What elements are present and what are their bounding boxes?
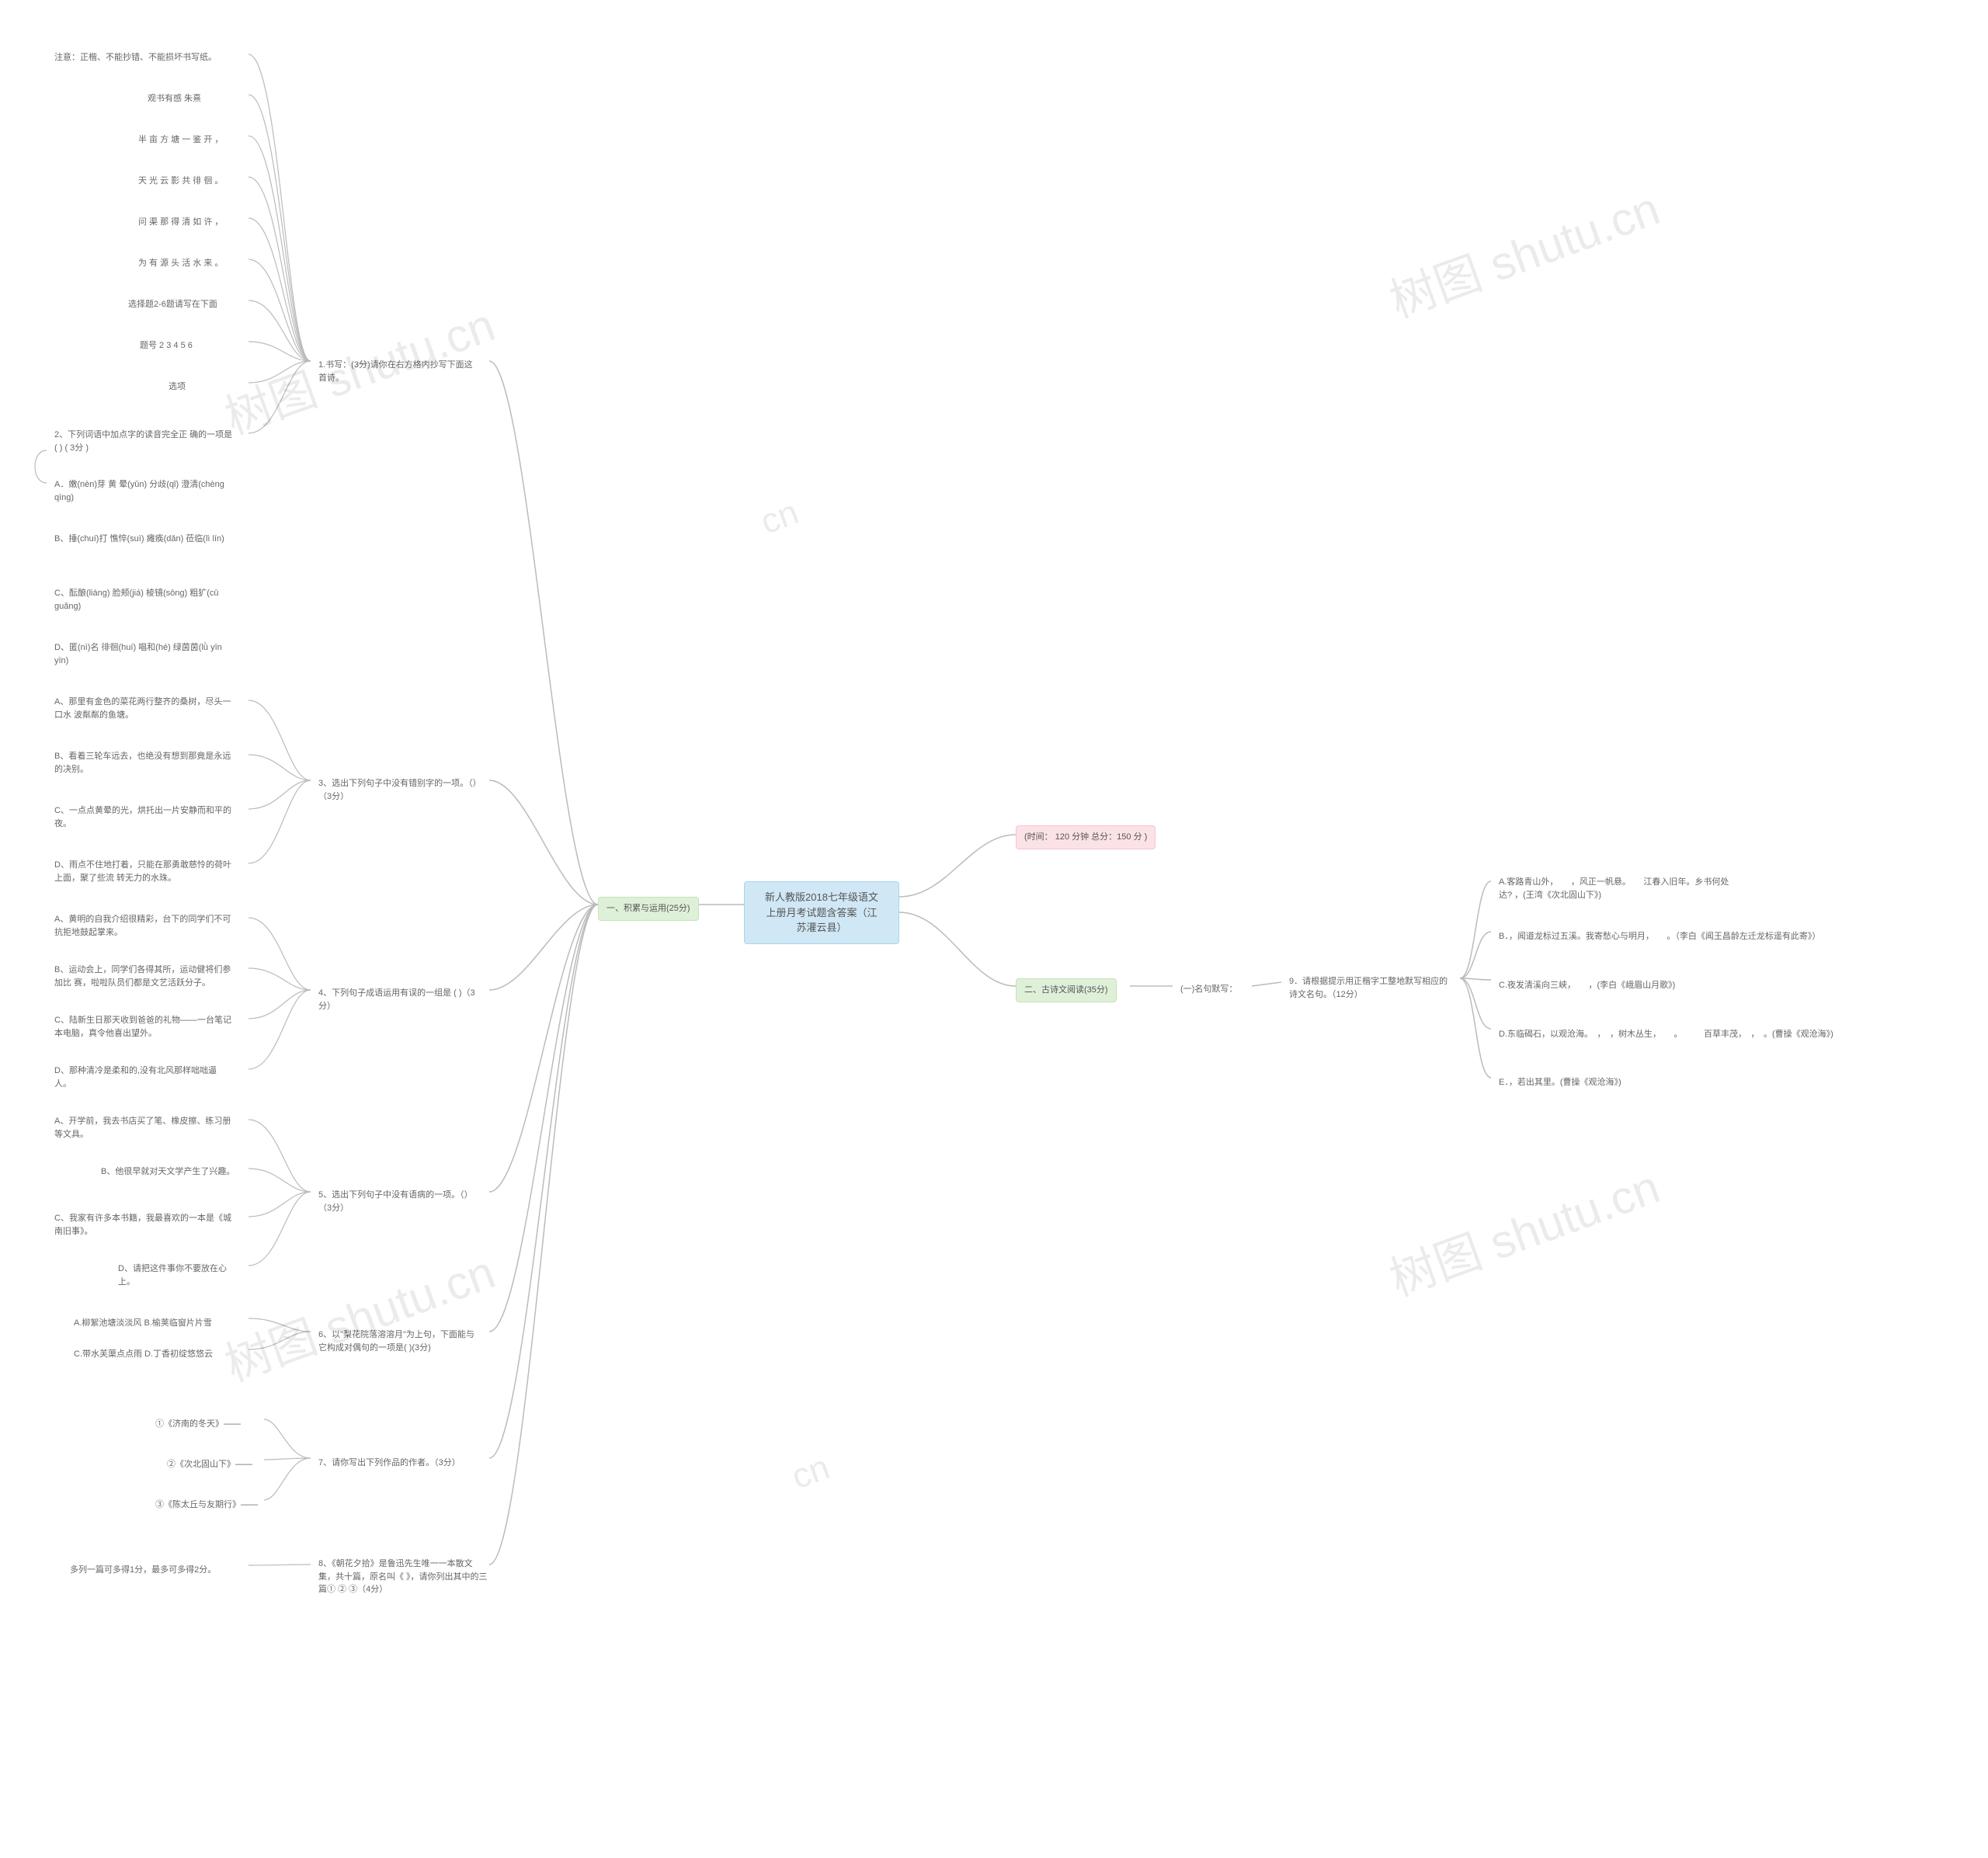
q3-item-a: A、那里有金色的菜花两行整齐的桑树，尽头一口水 波粼粼的鱼塘。 (47, 691, 241, 726)
q6-item-cd: C.带水芙蕖点点雨 D.丁香初绽悠悠云 (66, 1343, 245, 1366)
q1-note-4: 问 渠 那 得 清 如 许 ， (130, 211, 231, 234)
q9-item-d: D.东临碣石，以观沧海。 ， ，树木丛生， 。 百草丰茂， ， 。(曹操《观沧海… (1491, 1023, 1895, 1046)
q2-item-a: A．嫩(nèn)芽 黄 晕(yǔn) 分歧(qǐ) 澄清(chèng qīng) (47, 474, 241, 509)
section-1: 一、积累与运用(25分) (598, 897, 699, 921)
root-line-2: 上册月考试题含答案（江 (766, 907, 877, 919)
section-2-sub: (一)名句默写： (1173, 978, 1245, 1001)
q1: 1.书写：(3分)请你在右方格内抄写下面这首诗。 (311, 354, 481, 389)
q9: 9．请根据提示用正楷字工整地默写相应的诗文名句。（12分） (1281, 971, 1460, 1005)
q3-item-d: D、雨点不住地打着，只能在那勇敢慈怜的荷叶上面，聚了些流 转无力的水珠。 (47, 854, 241, 889)
q6: 6、以"梨花院落溶溶月"为上句，下面能与它构成对偶句的一项是( )(3分) (311, 1324, 489, 1359)
q9-item-c: C.夜发清溪向三峡， ，(李白《峨眉山月歌》) (1491, 974, 1724, 997)
q1-note-2: 半 亩 方 塘 一 鉴 开 ， (130, 129, 231, 151)
q7-item-2: ②《次北固山下》—— (159, 1453, 260, 1476)
q7: 7、请你写出下列作品的作者。（3分） (311, 1452, 474, 1474)
time-badge: (时间： 120 分钟 总分：150 分 ) (1016, 825, 1156, 849)
q4: 4、下列句子成语运用有误的一组是 ( )（3分） (311, 982, 489, 1017)
q1-note-6: 选择题2-6题请写在下面 (120, 293, 225, 316)
q1-note-3: 天 光 云 影 共 徘 徊 。 (130, 170, 231, 193)
q4-item-d: D、那种清冷是柔和的,没有北风那样咄咄逼人。 (47, 1060, 241, 1095)
q9-item-b: B．，闻道龙标过五溪。我寄愁心与明月， 。（李白《闻王昌龄左迁龙标遥有此寄》） (1491, 926, 1895, 948)
q7-item-1: ①《济南的冬天》—— (148, 1413, 248, 1436)
q9-item-e: E．，若出其里。(曹操《观沧海》) (1491, 1071, 1693, 1094)
root-line-1: 新人教版2018七年级语文 (765, 891, 878, 903)
q3: 3、选出下列句子中没有错别字的一项。（）（3分） (311, 773, 489, 807)
q5-item-b: B、他很早就对天文学产生了兴趣。 (93, 1161, 248, 1183)
q2-item-c: C、酝酿(liáng) 脸颊(jiá) 棱镜(sōng) 粗犷(cū guǎng… (47, 582, 241, 617)
section-2: 二、古诗文阅读(35分) (1016, 978, 1117, 1002)
q1-note-0: 注意：正楷、不能抄错、不能损坏书写纸。 (47, 47, 224, 69)
q5-item-c: C、我家有许多本书籍，我最喜欢的一本是《城南旧事》。 (47, 1207, 241, 1242)
q7-item-3: ③《陈太丘与友期行》—— (148, 1494, 266, 1516)
q9-item-a: A.客路青山外， ，风正一帆悬。 江春入旧年。乡书何处达? ，(王湾《次北固山下… (1491, 871, 1740, 906)
q1-note-8: 选项 (161, 376, 193, 398)
q6-item-ab: A.柳絮池塘淡淡风 B.榆荚临窗片片雪 (66, 1312, 245, 1335)
q1-note-1: 观书有感 朱熹 (140, 88, 209, 110)
q1-note-5: 为 有 源 头 活 水 来 。 (130, 252, 231, 275)
q8: 8、《朝花夕拾》是鲁迅先生唯一一本散文集，共十篇，原名叫《 》，请你列出其中的三… (311, 1553, 497, 1601)
q5-item-d: D、请把这件事你不要放在心上。 (110, 1258, 250, 1293)
root-line-3: 苏灌云县） (796, 922, 846, 933)
q4-item-a: A、黄明的自我介绍很精彩，台下的同学们不可抗拒地鼓起掌来。 (47, 908, 241, 943)
root-node: 新人教版2018七年级语文 上册月考试题含答案（江 苏灌云县） (744, 881, 899, 944)
q3-item-c: C、一点点黄晕的光，烘托出一片安静而和平的夜。 (47, 800, 241, 835)
q4-item-c: C、陆新生日那天收到爸爸的礼物——一台笔记本电脑，真令他喜出望外。 (47, 1009, 241, 1044)
q5: 5、选出下列句子中没有语病的一项。（）（3分） (311, 1184, 489, 1219)
q8-note: 多列一篇可多得1分，最多可多得2分。 (62, 1559, 248, 1582)
q1-note-7: 题号 2 3 4 5 6 (132, 335, 200, 357)
q4-item-b: B、运动会上，同学们各得其所，运动健将们参加比 赛，啦啦队员们都是文艺活跃分子。 (47, 959, 241, 994)
q2-item-b: B、捶(chuí)打 憔悴(suì) 瘫痪(dǎn) 莅临(lì lín) (47, 528, 241, 550)
q2: 2、下列词语中加点字的读音完全正 确的一项是 ( ) ( 3分 ) (47, 424, 241, 459)
q3-item-b: B、看着三轮车远去，也绝没有想到那竟是永远的决别。 (47, 745, 241, 780)
q5-item-a: A、开学前，我去书店买了笔、橡皮擦、练习册等文具。 (47, 1110, 241, 1145)
q2-item-d: D、匿(nì)名 徘徊(huí) 唱和(hé) 绿茵茵(lǜ yīn yīn) (47, 637, 241, 672)
